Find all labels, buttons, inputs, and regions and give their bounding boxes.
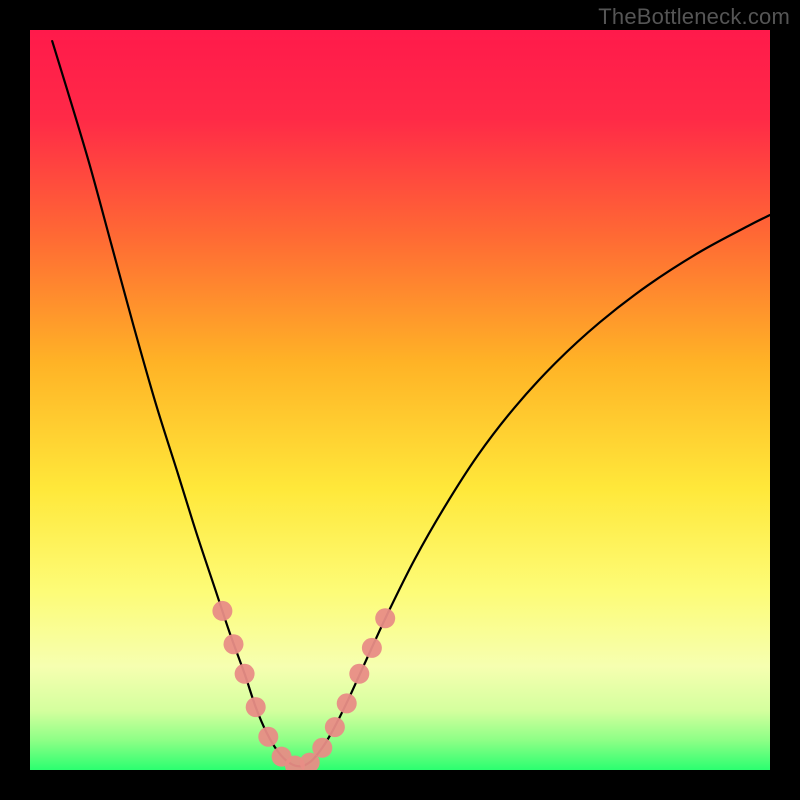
curve-marker [375,608,395,628]
watermark-text: TheBottleneck.com [598,4,790,30]
curve-marker [312,738,332,758]
curve-marker [258,727,278,747]
curve-marker [325,717,345,737]
curve-marker [212,601,232,621]
bottleneck-chart [0,0,800,800]
curve-marker [362,638,382,658]
curve-marker [246,697,266,717]
chart-stage: TheBottleneck.com [0,0,800,800]
curve-marker [224,634,244,654]
curve-marker [349,664,369,684]
plot-background [30,30,770,770]
curve-marker [337,693,357,713]
curve-marker [235,664,255,684]
